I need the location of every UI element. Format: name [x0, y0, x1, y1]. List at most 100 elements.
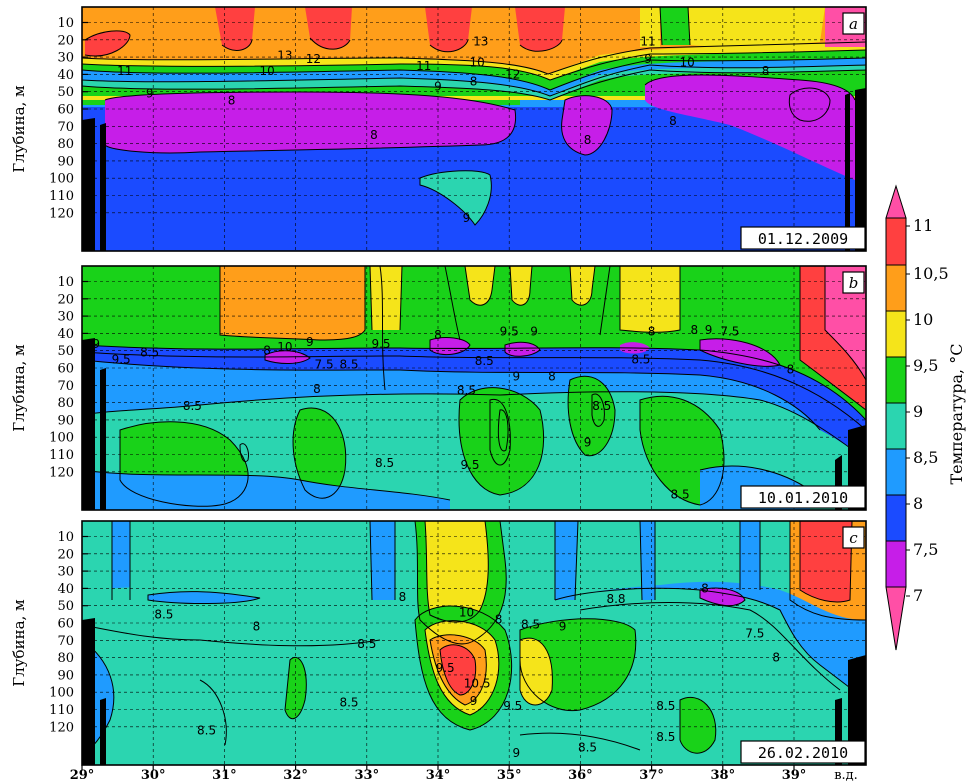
panel-c-grid [82, 521, 866, 765]
panel-b-letter-box [842, 271, 865, 294]
contour-label: 9 [92, 337, 100, 351]
colorbar-swatch-7-5 [885, 494, 907, 542]
colorbar-swatch-7 [885, 540, 907, 588]
y-tick-label: 120 [49, 465, 74, 480]
y-tick-label: 120 [49, 206, 74, 221]
colorbar-ticks: 11 10,5 10 9,5 9 8,5 8 7,5 7 [906, 216, 949, 605]
contour-label: 8 [399, 590, 407, 604]
contour-label: 10 [680, 55, 695, 69]
y-tick-label: 70 [57, 120, 74, 135]
x-tick-label: 37° [639, 768, 664, 783]
contour-label: 8.5 [339, 696, 358, 710]
contour-label: 9 [584, 435, 592, 449]
y-tick-label: 10 [57, 16, 74, 31]
panel-a-contour-lines [82, 7, 866, 226]
panel-a-letter-box [842, 12, 865, 35]
contour-label: 8.5 [475, 354, 494, 368]
colorbar-tick-label: 10,5 [913, 264, 949, 283]
contour-label: 8.5 [457, 383, 476, 397]
contour-label: 9 [705, 323, 713, 337]
contour-label: 7.5 [315, 358, 334, 372]
y-tick-label: 30 [57, 310, 74, 325]
x-tick-label: 30° [141, 768, 166, 783]
y-tick-label: 90 [57, 668, 74, 683]
contour-label: 8 [669, 114, 677, 128]
x-tick-label: 39° [782, 768, 807, 783]
contour-label: 7.5 [720, 325, 739, 339]
panel-c-frame [81, 520, 867, 766]
contour-label: 13 [473, 35, 488, 49]
contour-label: 9 [559, 619, 567, 633]
contour-label: 8 [584, 133, 592, 147]
y-tick-label: 60 [57, 617, 74, 632]
panel-c-ylabel: Глубина, м [10, 599, 28, 687]
colorbar-tick-label: 7,5 [913, 540, 938, 559]
contour-label: 8 [434, 328, 442, 342]
contour-label: 9.5 [371, 337, 390, 351]
colorbar-bottom-arrow [885, 586, 907, 651]
colorbar-swatch-9 [885, 356, 907, 404]
contour-label: 10 [459, 606, 474, 620]
colorbar-tick-label: 9 [913, 402, 923, 421]
panel-a-date: 01.12.2009 [758, 230, 848, 248]
y-tick-label: 10 [57, 275, 74, 290]
y-tick-label: 100 [49, 686, 74, 701]
contour-label: 9 [306, 335, 314, 349]
contour-label: 7.5 [745, 626, 764, 640]
contour-label: 9.5 [460, 458, 479, 472]
panel-a-letter: a [849, 15, 858, 33]
contour-label: 8.5 [140, 345, 159, 359]
y-tick-label: 30 [57, 51, 74, 66]
y-tick-label: 70 [57, 634, 74, 649]
contour-label: 11 [117, 64, 132, 78]
y-tick-label: 70 [57, 379, 74, 394]
colorbar-top-arrow [885, 184, 907, 219]
panel-a-field [82, 7, 866, 251]
y-tick-label: 100 [49, 172, 74, 187]
colorbar-tick-label: 8,5 [913, 448, 938, 467]
contour-label: 9 [470, 694, 478, 708]
contour-label: 8.5 [592, 399, 611, 413]
y-tick-label: 90 [57, 154, 74, 169]
panel-a-ylabel: Глубина, м [10, 85, 28, 173]
panel-c-letter: c [849, 529, 858, 547]
y-tick-label: 40 [57, 327, 74, 342]
panel-a-grid [82, 7, 866, 251]
contour-label: 10.5 [464, 677, 491, 691]
panel-c-date: 26.02.2010 [758, 744, 848, 762]
y-tick-label: 90 [57, 413, 74, 428]
panel-c-contour-labels: 8.5 8 8 8.5 10 9.5 10.5 9 8 8.5 9 8.8 8 7.5 8 8.5 8.5 9.5… [154, 581, 780, 759]
contour-label: 8.5 [578, 741, 597, 755]
y-tick-label: 80 [57, 137, 74, 152]
contour-label: 8.5 [375, 456, 394, 470]
colorbar-swatch-10-5 [885, 217, 907, 266]
panel-a-contour-labels: 13 13 11 11 10 12 11 10 12 9 10 8 9 8 9 8 8 8 8 9 [117, 35, 769, 225]
x-axis-unit: в.д. [834, 768, 858, 783]
contour-label: 8 [470, 74, 478, 88]
x-axis: 29° 30° 31° 32° 33° 34° 35° 36° 37° 38° 39° [70, 765, 807, 783]
y-tick-label: 110 [49, 448, 74, 463]
contour-label: 9 [434, 80, 442, 94]
contour-label: 8 [313, 382, 321, 396]
y-tick-label: 50 [57, 85, 74, 100]
colorbar-tick-label: 8 [913, 494, 923, 513]
y-tick-label: 50 [57, 599, 74, 614]
y-tick-label: 80 [57, 651, 74, 666]
contour-label: 10 [259, 64, 274, 78]
panel-b-field [82, 266, 866, 510]
contour-label: 8.5 [631, 352, 650, 366]
contour-label: 9 [512, 370, 520, 384]
contour-label: 8 [548, 370, 556, 384]
panel-a: 13 13 11 11 10 12 11 10 12 9 10 8 9 8 9 8 8 8 8 9 10 20 30 40 5… [10, 6, 867, 252]
contour-label: 13 [277, 48, 292, 62]
contour-label: 8 [370, 128, 378, 142]
panel-b-contour-lines [82, 266, 866, 507]
y-tick-label: 60 [57, 362, 74, 377]
x-tick-label: 36° [568, 768, 593, 783]
x-tick-label: 32° [283, 768, 308, 783]
contour-label: 8.5 [154, 607, 173, 621]
contour-label: 9.5 [500, 325, 519, 339]
contour-label: 9 [146, 86, 154, 100]
y-tick-label: 10 [57, 530, 74, 545]
